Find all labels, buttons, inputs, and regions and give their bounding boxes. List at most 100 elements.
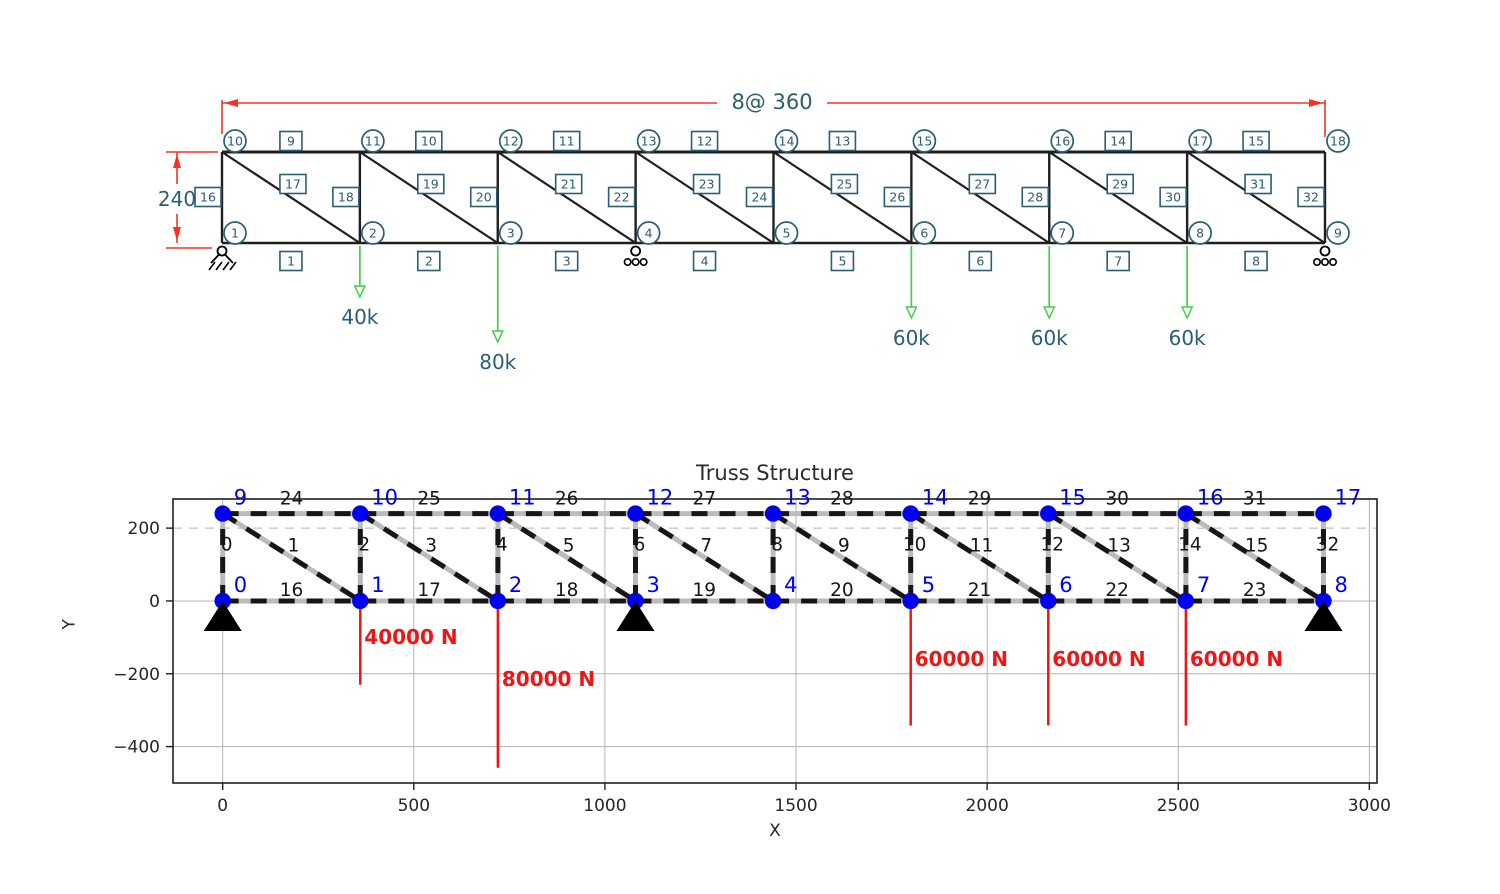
x-tick-label: 0	[217, 796, 228, 816]
member-id-label: 0	[221, 534, 233, 555]
diagonal-member	[772, 151, 912, 244]
dim-arrow	[1309, 99, 1323, 107]
member-id-label: 19	[693, 580, 717, 601]
support-triangle	[616, 600, 655, 631]
member-id-label: 2	[358, 534, 370, 555]
load-arrowhead	[905, 306, 918, 320]
member-box	[554, 173, 583, 195]
diagonal-member	[635, 151, 775, 244]
member-number: 23	[699, 177, 715, 192]
node-circle	[774, 129, 799, 153]
member-number: 21	[561, 177, 577, 192]
member-id-label: 32	[1316, 534, 1340, 555]
node-number: 6	[920, 226, 928, 241]
member-id-label: 13	[1107, 535, 1131, 556]
member-number: 27	[974, 177, 990, 192]
support-hatch	[208, 261, 216, 271]
span-dimension-label: 8@ 360	[731, 90, 813, 114]
load-value-label: 60000 N	[1052, 647, 1145, 671]
load-value-label: 80000 N	[502, 667, 595, 691]
node-circle	[223, 129, 247, 153]
node-marker	[1315, 592, 1332, 610]
node-number: 7	[1058, 226, 1066, 241]
member-number: 13	[834, 134, 850, 149]
member-box	[745, 186, 774, 208]
member-number: 30	[1165, 190, 1181, 205]
member-box	[828, 130, 857, 152]
load-value-label: 40k	[341, 305, 378, 329]
y-tick-label: 200	[128, 519, 160, 539]
node-circle	[361, 129, 385, 153]
node-number: 3	[507, 226, 515, 241]
member-base	[221, 511, 362, 604]
node-id-label: 5	[922, 573, 935, 597]
node-marker	[1040, 505, 1057, 522]
node-marker	[1040, 592, 1057, 610]
support-hatch	[222, 261, 230, 271]
member-number: 18	[338, 190, 354, 205]
node-number: 1	[231, 226, 239, 241]
height-dimension-label: 240	[157, 187, 197, 211]
member-box	[469, 186, 498, 208]
node-id-label: 7	[1197, 573, 1210, 597]
dim-arrow	[224, 99, 238, 107]
node-number: 5	[783, 226, 791, 241]
member-box	[692, 250, 717, 272]
y-tick-label: 0	[149, 592, 160, 612]
node-number: 9	[1334, 226, 1342, 241]
node-id-label: 2	[509, 573, 522, 597]
member-id-label: 10	[903, 534, 927, 555]
node-circle	[361, 221, 385, 245]
support-leg	[210, 253, 221, 264]
axes-frame	[172, 498, 1378, 784]
member-box	[194, 186, 222, 208]
member-id-label: 16	[280, 580, 304, 601]
node-marker	[627, 592, 644, 610]
node-number: 15	[916, 134, 932, 149]
member-box	[279, 130, 303, 152]
node-id-label: 4	[784, 573, 797, 597]
support-roller-wheel	[1321, 257, 1330, 266]
diagonal-member	[910, 151, 1050, 244]
support-pin-circle	[630, 245, 642, 257]
node-circle	[636, 129, 661, 153]
member-box	[417, 250, 441, 272]
support-roller-wheel	[639, 257, 648, 266]
node-id-label: 15	[1059, 486, 1086, 510]
node-id-label: 13	[784, 486, 811, 510]
load-value-label: 60000 N	[1190, 647, 1283, 671]
member-number: 31	[1250, 177, 1266, 192]
node-id-label: 16	[1197, 486, 1224, 510]
member-box	[883, 186, 912, 208]
member-number: 28	[1027, 190, 1043, 205]
member-id-label: 3	[425, 535, 437, 556]
x-tick-label: 2000	[966, 796, 1009, 816]
y-tick-label: −400	[113, 738, 160, 758]
load-value-label: 80k	[479, 350, 516, 374]
support-hatch	[229, 261, 237, 271]
member-box	[690, 130, 719, 152]
member-id-label: 4	[496, 534, 508, 555]
node-number: 8	[1196, 226, 1204, 241]
node-id-label: 1	[371, 573, 384, 597]
member-id-label: 7	[700, 535, 712, 556]
diagonal-member	[1048, 151, 1188, 244]
member-number: 19	[423, 177, 439, 192]
load-value-label: 60k	[1031, 326, 1068, 350]
support-triangle	[203, 600, 242, 631]
diagonal-member	[497, 151, 637, 244]
member-number: 22	[614, 190, 630, 205]
member-id-label: 22	[1105, 580, 1129, 601]
node-number: 2	[369, 226, 377, 241]
x-tick-label: 3000	[1348, 796, 1391, 816]
member-box	[1244, 250, 1268, 272]
member-id-label: 21	[968, 580, 992, 601]
member-box	[1106, 173, 1134, 195]
member-number: 32	[1303, 190, 1319, 205]
member-id-label: 18	[555, 580, 579, 601]
member-base	[771, 511, 913, 604]
node-marker	[902, 592, 919, 610]
node-circle	[912, 129, 937, 153]
